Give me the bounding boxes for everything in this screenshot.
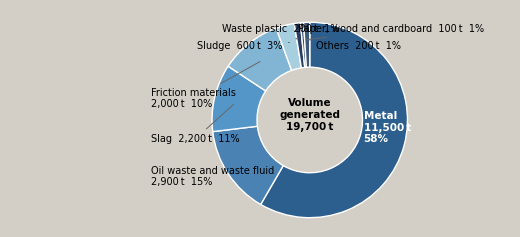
Text: Waste plastic  200 t  1%: Waste plastic 200 t 1% bbox=[222, 24, 339, 39]
Wedge shape bbox=[228, 28, 292, 91]
Wedge shape bbox=[212, 66, 266, 132]
Wedge shape bbox=[213, 126, 283, 205]
Text: Slag  2,200 t  11%: Slag 2,200 t 11% bbox=[151, 104, 240, 144]
Wedge shape bbox=[294, 23, 305, 68]
Wedge shape bbox=[276, 23, 302, 70]
Wedge shape bbox=[304, 22, 310, 67]
Wedge shape bbox=[301, 23, 306, 68]
Text: Others  200 t  1%: Others 200 t 1% bbox=[310, 40, 400, 51]
Text: Oil waste and waste fluid
2,900 t  15%: Oil waste and waste fluid 2,900 t 15% bbox=[151, 162, 275, 187]
Text: Volume
generated
19,700 t: Volume generated 19,700 t bbox=[279, 99, 340, 132]
Text: Sludge  600 t  3%: Sludge 600 t 3% bbox=[198, 41, 290, 51]
Text: Metal
11,500 t
58%: Metal 11,500 t 58% bbox=[363, 111, 411, 144]
Text: Paper, wood and cardboard  100 t  1%: Paper, wood and cardboard 100 t 1% bbox=[298, 24, 484, 40]
Wedge shape bbox=[261, 22, 408, 218]
Text: Friction materials
2,000 t  10%: Friction materials 2,000 t 10% bbox=[151, 62, 260, 109]
